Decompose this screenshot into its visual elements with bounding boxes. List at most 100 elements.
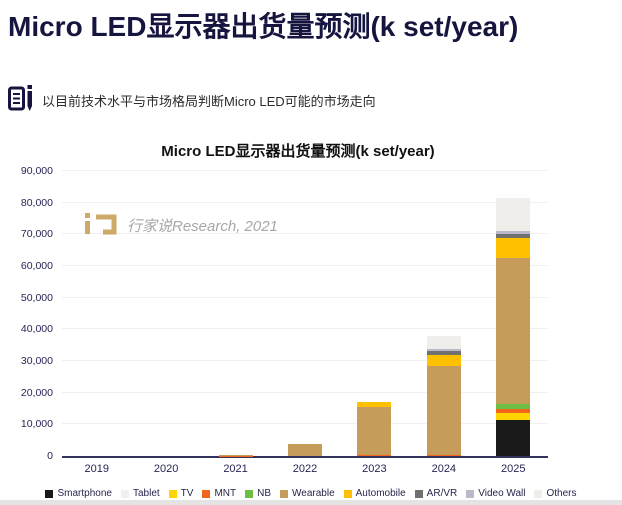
y-axis-tick-label: 40,000 <box>20 323 53 336</box>
y-axis-tick-label: 90,000 <box>20 165 53 177</box>
y-axis-tick-label: 50,000 <box>20 291 53 304</box>
legend-swatch-smartphone <box>45 489 54 498</box>
bar-column-2023 <box>340 171 409 456</box>
stacked-bar-2025 <box>496 197 531 456</box>
legend-item-nb: NB <box>245 488 271 499</box>
bars-layer <box>62 171 548 456</box>
legend-swatch-ar-vr <box>414 489 423 498</box>
x-axis-label-2024: 2024 <box>431 463 457 475</box>
y-axis-tick-label: 20,000 <box>20 386 53 399</box>
gridline <box>62 391 548 393</box>
y-axis-tick-label: 30,000 <box>20 355 53 367</box>
gridline <box>62 328 548 330</box>
legend-label: Others <box>546 488 577 499</box>
gridline <box>62 233 548 235</box>
bar-segment-ar-vr-2024 <box>426 350 461 355</box>
chart-title: Micro LED显示器出货量预测(k set/year) <box>161 143 435 160</box>
legend-label: Smartphone <box>57 488 112 499</box>
bar-segment-automobile-2025 <box>496 238 531 259</box>
subtitle-row: 以目前技术水平与市场格局判断Micro LED可能的市场走向 <box>8 84 622 117</box>
legend-item-tv: TV <box>168 488 194 499</box>
bar-segment-mnt-2025 <box>496 408 531 414</box>
bar-segment-wearable-2021 <box>218 454 253 456</box>
bottom-edge-strip <box>0 500 622 505</box>
bar-column-2021 <box>201 171 270 456</box>
gridline <box>62 170 548 171</box>
legend-swatch-tv <box>168 489 177 498</box>
watermark-text: 行家说Research, 2021 <box>127 218 278 235</box>
bar-segment-wearable-2023 <box>357 406 392 456</box>
bar-segment-automobile-2024 <box>426 354 461 366</box>
bar-segment-wearable-2025 <box>496 258 531 404</box>
y-axis-tick-label: 80,000 <box>20 196 53 209</box>
legend-label: Tablet <box>132 488 160 499</box>
legend-item-ar-vr: AR/VR <box>414 488 458 499</box>
legend-label: TV <box>180 488 194 499</box>
legend-swatch-nb <box>245 489 254 498</box>
legend-item-smartphone: Smartphone <box>45 488 112 499</box>
legend-swatch-mnt <box>202 489 211 498</box>
legend-label: Automobile <box>355 488 406 499</box>
y-axis-tick-label: 60,000 <box>20 260 53 272</box>
legend-label: MNT <box>214 488 237 499</box>
legend-swatch-tablet <box>120 489 129 498</box>
gridline <box>62 423 548 425</box>
bar-segment-nb-2025 <box>496 403 531 409</box>
gridline <box>62 265 548 266</box>
bar-column-2025 <box>479 171 548 456</box>
legend-item-automobile: Automobile <box>343 488 406 499</box>
x-axis-label-2025: 2025 <box>501 463 526 475</box>
x-axis-label-2019: 2019 <box>84 463 109 475</box>
legend-swatch-wearable <box>280 489 289 498</box>
watermark-logo-icon <box>84 211 118 240</box>
legend-label: NB <box>257 488 272 499</box>
gridline <box>62 201 548 203</box>
bar-segment-wearable-2022 <box>287 443 322 456</box>
watermark: 行家说Research, 2021 <box>84 211 278 240</box>
x-axis-label-2020: 2020 <box>153 463 179 475</box>
x-axis-label-2023: 2023 <box>362 463 387 475</box>
bar-segment-mnt-2023 <box>357 455 392 456</box>
y-axis-tick-label: 10,000 <box>20 418 53 431</box>
y-axis-tick-label: 70,000 <box>20 228 53 241</box>
legend-item-others: Others <box>534 488 577 499</box>
bar-segment-ar-vr-2025 <box>496 233 531 239</box>
stacked-bar-2023 <box>357 402 392 456</box>
x-axis-label-2022: 2022 <box>292 463 318 475</box>
bar-segment-video-wall-2024 <box>426 349 461 351</box>
plot-area: 0 10,000 20,000 30,000 40,000 50,000 60,000 70,… <box>21 165 548 462</box>
bar-segment-mnt-2024 <box>426 455 461 456</box>
page-title: Micro LED显示器出货量预测(k set/year) <box>8 11 519 42</box>
bar-column-2022 <box>270 171 339 456</box>
gridline <box>62 360 548 361</box>
stacked-bar-2022 <box>287 443 322 456</box>
bar-segment-automobile-2023 <box>357 402 392 407</box>
legend-swatch-others <box>534 489 543 498</box>
legend-label: AR/VR <box>426 488 458 499</box>
bar-segment-others-2024 <box>426 335 461 350</box>
bar-segment-tv-2025 <box>496 413 531 420</box>
bar-segment-others-2025 <box>496 197 531 232</box>
stacked-bar-2021 <box>218 454 253 456</box>
legend-item-tablet: Tablet <box>120 488 160 499</box>
stacked-bar-2024 <box>426 335 461 456</box>
gridline <box>62 296 548 298</box>
legend: Smartphone Tablet TV MNT NB Wearable Automobil… <box>0 488 622 499</box>
x-axis-labels: 2019 2020 2021 2022 2023 2024 2025 <box>62 463 548 475</box>
bar-segment-smartphone-2025 <box>496 419 531 456</box>
legend-item-mnt: MNT <box>202 488 236 499</box>
x-axis-label-2021: 2021 <box>223 463 248 475</box>
bar-segment-video-wall-2025 <box>496 231 531 234</box>
notepad-pen-icon <box>8 84 34 117</box>
legend-label: Video Wall <box>478 488 526 499</box>
subtitle-text: 以目前技术水平与市场格局判断Micro LED可能的市场走向 <box>42 93 376 109</box>
y-axis-tick-label: 0 <box>47 450 53 462</box>
legend-swatch-video-wall <box>466 489 475 498</box>
legend-swatch-automobile <box>343 489 352 498</box>
bar-segment-wearable-2024 <box>426 365 461 456</box>
legend-item-video-wall: Video Wall <box>466 488 525 499</box>
legend-item-wearable: Wearable <box>280 488 335 499</box>
bar-column-2024 <box>409 171 478 456</box>
legend-label: Wearable <box>292 488 335 499</box>
